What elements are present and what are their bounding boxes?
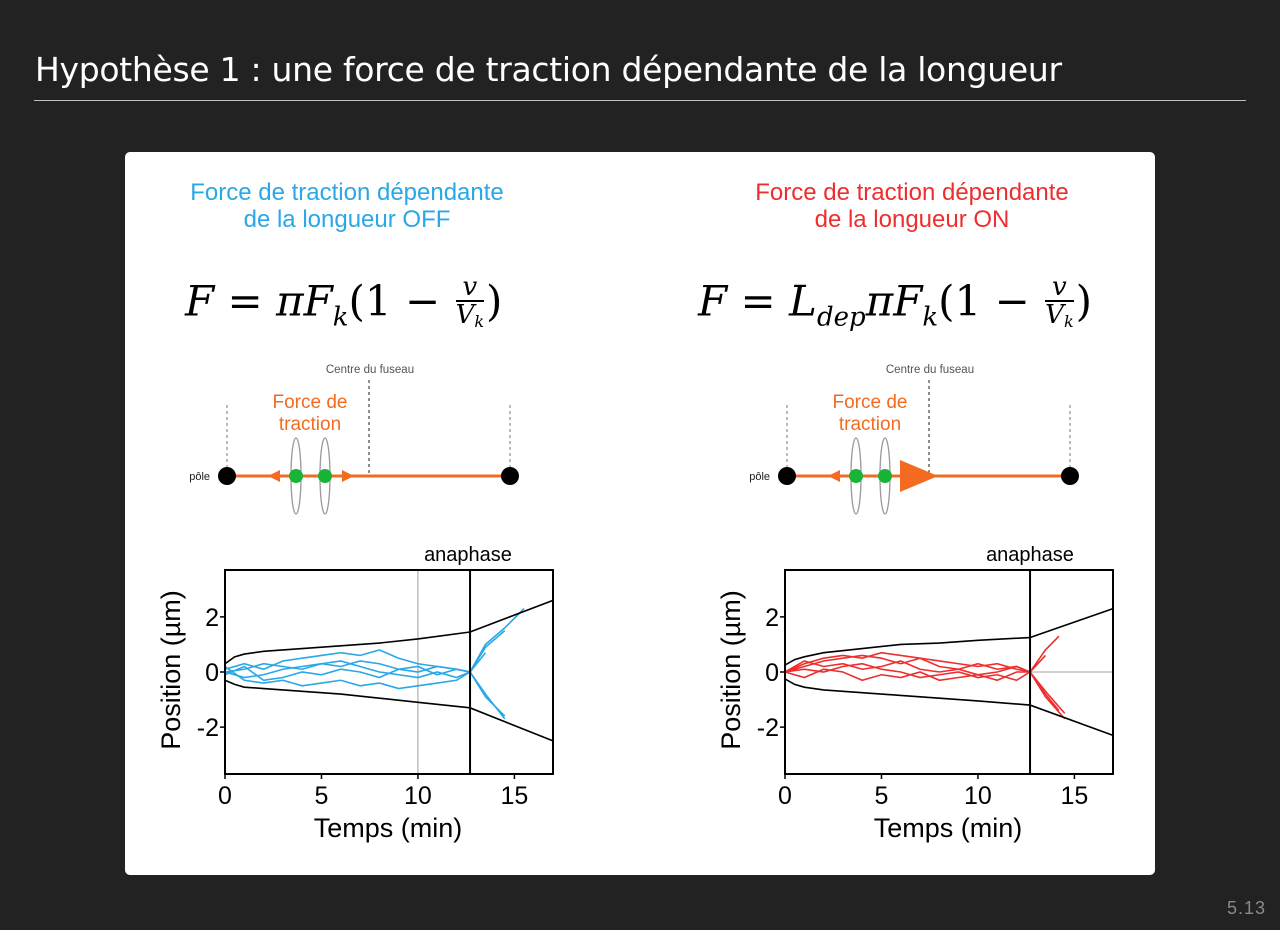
fraction-denominator: Vk: [456, 302, 484, 335]
pole-left: [218, 467, 236, 485]
pole-right: [1061, 467, 1079, 485]
formula-prefix: F = L: [698, 276, 817, 326]
y-tick-label: 0: [765, 659, 779, 687]
centre-label: Centre du fuseau: [326, 364, 414, 376]
heading-line1: Force de traction dépendante: [190, 179, 504, 206]
formula-fraction: v Vk: [1045, 274, 1074, 335]
series-line-3: [224, 665, 506, 720]
y-tick-label: -2: [757, 714, 779, 742]
x-tick-label: 5: [315, 782, 329, 810]
den-main: V: [1045, 300, 1064, 330]
den-sub: k: [474, 312, 485, 331]
arrow-left-head: [828, 470, 840, 482]
formula-sub-dep: dep: [816, 302, 866, 333]
slide-title: Hypothèse 1 : une force de traction dépe…: [35, 50, 1062, 89]
series-line-5: [224, 652, 487, 679]
force-label-line2: traction: [839, 414, 901, 435]
formula-close: ): [486, 276, 503, 326]
pole-left: [778, 467, 796, 485]
kinetochore-left: [849, 469, 863, 483]
fraction-numerator: v: [1045, 274, 1074, 302]
x-tick-label: 5: [875, 782, 889, 810]
x-axis-label: Temps (min): [874, 813, 1023, 843]
x-tick-label: 15: [1061, 782, 1089, 810]
y-tick-label: 0: [205, 659, 219, 687]
spindle-diagram-on: Centre du fuseau Force de traction pôle: [749, 364, 1079, 515]
y-tick-label: 2: [765, 604, 779, 632]
anaphase-label: anaphase: [424, 544, 512, 566]
den-main: V: [455, 300, 475, 330]
kinetochore-left: [289, 469, 303, 483]
pole-label: pôle: [189, 471, 210, 483]
centre-label: Centre du fuseau: [886, 364, 974, 376]
y-axis-label: Position (µm): [156, 590, 186, 750]
formula-paren: (1 −: [348, 276, 441, 326]
x-tick-label: 0: [218, 782, 232, 810]
page-number: 5.13: [1226, 898, 1266, 918]
envelope-upper: [224, 599, 554, 665]
force-label-line1: Force de: [273, 392, 348, 413]
pole-label: pôle: [749, 471, 770, 483]
arrow-right-head: [342, 470, 354, 482]
y-tick-label: -2: [197, 714, 219, 742]
formula-prefix: F = πF: [185, 276, 333, 326]
heading-line2: de la longueur OFF: [243, 206, 451, 233]
formula-close: ): [1075, 276, 1093, 326]
x-tick-label: 0: [778, 782, 792, 810]
panel-heading-on: Force de traction dépendante de la longu…: [682, 179, 1142, 233]
pole-right: [501, 467, 519, 485]
formula-sub: k: [332, 302, 349, 333]
y-axis-label: Position (µm): [716, 590, 746, 750]
arrow-left-head: [268, 470, 280, 482]
fraction-denominator: Vk: [1045, 302, 1073, 335]
formula-mid: πF: [865, 276, 923, 326]
series-line-4: [784, 654, 1047, 673]
formula-sub: k: [922, 302, 939, 333]
fraction-numerator: v: [455, 274, 485, 302]
heading-line1: Force de traction dépendante: [755, 179, 1069, 206]
formula-off: F = πFk(1 − v Vk ): [185, 274, 502, 335]
series-layer: [224, 570, 554, 774]
figure-card: Force de traction dépendante de la longu…: [125, 152, 1155, 875]
y-tick-label: 2: [205, 604, 219, 632]
x-tick-label: 10: [964, 782, 992, 810]
formula-on: F = LdepπFk(1 − v Vk ): [698, 274, 1092, 335]
arrow-right-large-head: [900, 460, 938, 492]
force-label-line1: Force de: [833, 392, 908, 413]
x-tick-label: 10: [404, 782, 432, 810]
title-rule: [34, 100, 1246, 101]
anaphase-label: anaphase: [986, 544, 1074, 566]
formula-paren: (1 −: [938, 276, 1030, 326]
series-line-1: [784, 635, 1060, 673]
envelope-lower: [784, 678, 1114, 737]
den-sub: k: [1063, 312, 1074, 331]
force-label-line2: traction: [279, 414, 341, 435]
series-line-5: [784, 662, 1060, 712]
series-line-4: [224, 665, 506, 717]
formula-fraction: v Vk: [455, 274, 485, 335]
series-layer: [784, 607, 1114, 737]
panel-heading-off: Force de traction dépendante de la longu…: [117, 179, 577, 233]
kinetochore-right: [878, 469, 892, 483]
x-tick-label: 15: [501, 782, 529, 810]
envelope-lower: [224, 679, 554, 742]
spindle-diagram-off: Centre du fuseau Force de traction pôle: [189, 364, 519, 515]
x-axis-label: Temps (min): [314, 813, 463, 843]
envelope-upper: [784, 607, 1114, 666]
kinetochore-right: [318, 469, 332, 483]
heading-line2: de la longueur ON: [814, 206, 1010, 233]
